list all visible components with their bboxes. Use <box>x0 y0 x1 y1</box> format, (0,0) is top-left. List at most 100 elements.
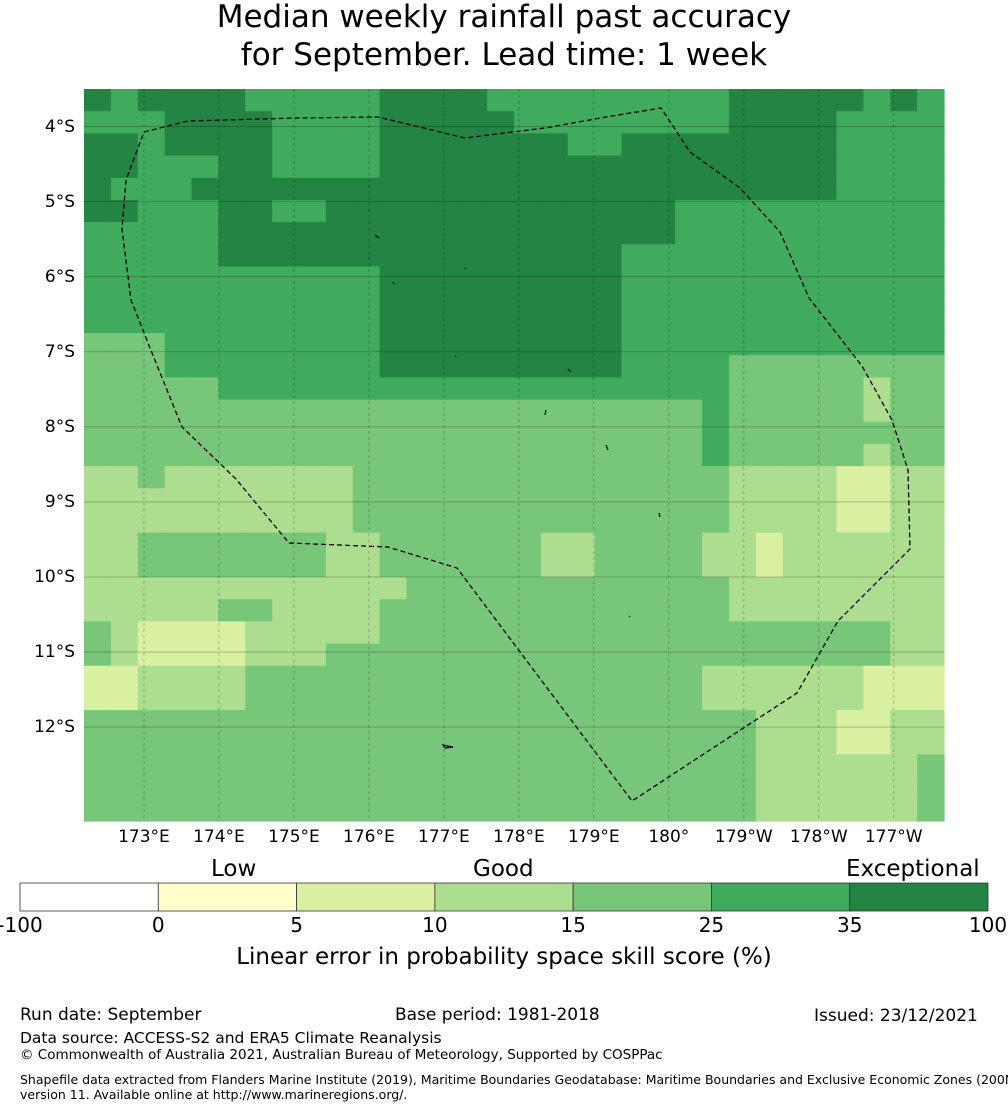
grid-cell <box>110 554 139 578</box>
grid-cell <box>218 488 246 512</box>
latitude-label: 5°S <box>44 191 75 212</box>
grid-cell <box>540 310 569 334</box>
grid-cell <box>729 754 757 778</box>
grid-cell <box>460 89 488 112</box>
colorbar-title: Linear error in probability space skill … <box>236 944 772 970</box>
colorbar-tick-label: 0 <box>151 913 165 937</box>
grid-cell <box>433 288 461 312</box>
grid-cell <box>191 244 219 268</box>
colorbar-segment <box>434 882 574 912</box>
grid-cell <box>110 355 139 378</box>
grid-cell <box>836 732 864 756</box>
grid-cell <box>110 89 139 112</box>
grid-cell <box>137 710 166 733</box>
grid-cell <box>621 111 649 134</box>
grid-cell <box>782 133 811 157</box>
grid-cell <box>110 754 139 778</box>
grid-cell <box>917 710 945 733</box>
grid-cell <box>433 177 461 201</box>
colorbar <box>19 882 989 912</box>
grid-cell <box>487 687 515 711</box>
grid-cell <box>191 488 219 512</box>
grid-cell <box>702 133 730 157</box>
grid-cell <box>863 665 891 689</box>
grid-cell <box>352 266 381 290</box>
grid-cell <box>137 266 166 290</box>
grid-cell <box>729 687 757 711</box>
grid-cell <box>406 155 434 179</box>
grid-cell <box>299 244 327 268</box>
grid-cell <box>540 377 569 401</box>
grid-cell <box>621 310 649 334</box>
grid-cell <box>675 244 703 268</box>
grid-cell <box>890 665 918 689</box>
grid-cell <box>218 665 246 689</box>
grid-cell <box>406 665 434 689</box>
grid-cell <box>218 577 246 600</box>
grid-cell <box>406 710 434 733</box>
grid-cell <box>621 510 649 534</box>
grid-cell <box>675 155 703 179</box>
grid-cell <box>890 399 918 423</box>
grid-cell <box>917 687 945 711</box>
grid-cell <box>379 177 408 201</box>
grid-cell <box>594 710 623 733</box>
grid-cell <box>648 776 676 800</box>
grid-cell <box>218 798 246 822</box>
grid-cell <box>84 488 112 512</box>
grid-cell <box>755 333 784 356</box>
map-gridlines <box>84 89 944 821</box>
colorbar-tick-label: 15 <box>560 913 586 937</box>
grid-cell <box>621 244 649 268</box>
grid-cell <box>514 377 542 401</box>
grid-cell <box>84 577 112 600</box>
grid-cell <box>460 599 488 622</box>
grid-cell <box>917 510 945 534</box>
grid-cell <box>621 732 649 756</box>
grid-cell <box>352 532 381 556</box>
grid-cell <box>729 443 757 467</box>
grid-cell <box>218 466 246 489</box>
grid-cell <box>648 155 676 179</box>
grid-cell <box>809 333 838 356</box>
grid-cell <box>702 687 730 711</box>
grid-cell <box>460 510 488 534</box>
grid-cell <box>567 665 596 689</box>
grid-cell <box>863 554 891 578</box>
grid-cell <box>218 155 246 179</box>
grid-cell <box>836 577 864 600</box>
grid-cell <box>917 665 945 689</box>
grid-cell <box>809 687 838 711</box>
grid-cell <box>325 643 354 667</box>
grid-cell <box>272 399 300 423</box>
grid-cell <box>272 532 300 556</box>
grid-cell <box>110 333 139 356</box>
grid-cell <box>245 710 273 733</box>
grid-cell <box>406 288 434 312</box>
grid-cell <box>648 443 676 467</box>
grid-cell <box>675 355 703 378</box>
grid-cell <box>84 776 112 800</box>
grid-cell <box>218 532 246 556</box>
grid-cell <box>487 177 515 201</box>
grid-cell <box>863 333 891 356</box>
grid-cell <box>164 421 193 445</box>
grid-cell <box>191 466 219 489</box>
grid-cell <box>406 577 434 600</box>
grid-cell <box>540 577 569 600</box>
grid-cell <box>729 333 757 356</box>
grid-cell <box>164 89 193 112</box>
grid-cell <box>702 532 730 556</box>
grid-cell <box>540 776 569 800</box>
grid-cell <box>379 333 408 356</box>
grid-cell <box>137 133 166 157</box>
grid-cell <box>137 177 166 201</box>
grid-cell <box>782 687 811 711</box>
grid-cell <box>325 466 354 489</box>
grid-cell <box>352 355 381 378</box>
grid-cell <box>890 310 918 334</box>
grid-cell <box>137 443 166 467</box>
grid-cell <box>917 111 945 134</box>
grid-cell <box>352 798 381 822</box>
longitude-label: 179°W <box>714 827 773 847</box>
